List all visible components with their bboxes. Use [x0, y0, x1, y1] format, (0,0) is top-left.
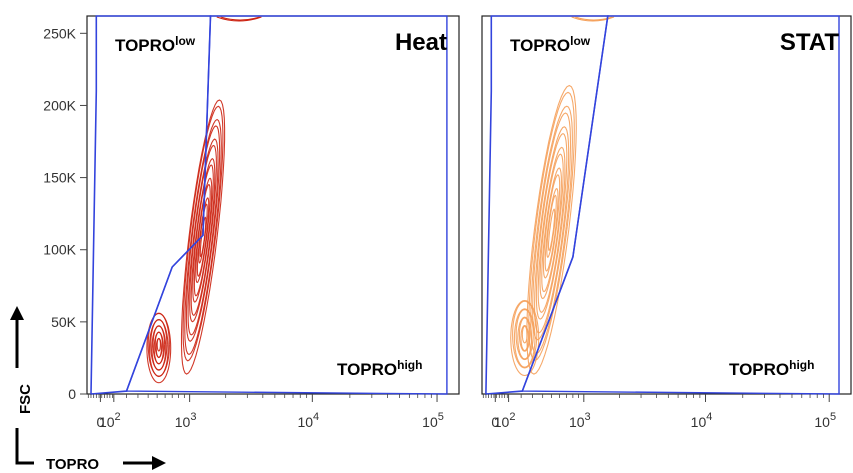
panel-title: STAT	[780, 29, 839, 56]
contour-line	[575, 16, 613, 21]
contour-line	[537, 146, 566, 313]
contour-line	[216, 16, 262, 22]
contour-line	[512, 300, 538, 369]
contour-line	[528, 91, 575, 361]
x-tick-label: 105	[814, 411, 836, 430]
contour-line	[521, 325, 528, 344]
gate-label-topro-high: TOPROhigh	[729, 358, 814, 379]
contour-line	[513, 308, 536, 368]
plot-frame	[86, 15, 460, 395]
gate-label-superscript: low	[570, 34, 591, 48]
gate-label-text: TOPRO	[729, 360, 789, 379]
gate-label-text: TOPRO	[510, 36, 570, 55]
gate-topro-high	[125, 15, 448, 395]
contour-line	[517, 316, 533, 360]
x-tick-label: 104	[297, 411, 319, 430]
x-tick-label: 105	[422, 411, 444, 430]
x-axis-arrow-head	[152, 456, 166, 470]
contour-plot	[510, 16, 615, 377]
contour-line	[526, 84, 577, 375]
contour-line	[190, 158, 216, 316]
contour-line	[192, 164, 214, 303]
gate-label-superscript: low	[175, 34, 196, 48]
gate-label-topro-low: TOPROlow	[510, 34, 591, 55]
contour-line	[520, 324, 530, 352]
contour-line	[193, 177, 213, 297]
contour-line	[546, 194, 557, 259]
x-axis-title-group: TOPRO	[15, 428, 166, 473]
y-tick-label: 50K	[51, 314, 77, 330]
y-tick-label: 0	[68, 386, 76, 402]
contour-line	[184, 118, 222, 356]
y-tick-label: 250K	[43, 25, 76, 41]
gate-label-text: TOPRO	[115, 36, 175, 55]
gate-label-superscript: high	[789, 358, 814, 372]
y-axis-title: FSC	[17, 384, 34, 414]
contour-line	[198, 203, 208, 264]
gate-label-topro-high: TOPROhigh	[337, 358, 422, 379]
x-tick-label: 102	[99, 411, 121, 430]
gate-label-superscript: high	[397, 358, 422, 372]
contour-line	[510, 299, 540, 377]
contour-line	[539, 153, 564, 300]
contour-line	[182, 105, 224, 362]
x-tick-label: 103	[569, 411, 591, 430]
x-tick-label: 0	[97, 414, 105, 430]
panel-title: Heat	[395, 29, 447, 56]
contour-line	[547, 208, 556, 252]
contour-line	[541, 167, 562, 293]
contour-line	[185, 125, 221, 342]
contour-line	[544, 187, 559, 272]
gate-label-text: TOPRO	[337, 360, 397, 379]
gates	[90, 15, 448, 395]
contour-line	[532, 112, 572, 341]
contour-line	[534, 126, 570, 334]
y-axis-arrow-head	[10, 306, 24, 320]
contour-line	[518, 317, 531, 352]
y-axis: 0 50K 100K 150K 200K 250K	[43, 25, 87, 402]
x-tick-label: 102	[494, 411, 516, 430]
contour-line	[189, 144, 217, 323]
contour-line	[187, 138, 219, 336]
x-tick-label: 0	[491, 414, 499, 430]
contour-line	[220, 16, 260, 21]
gate-topro-high	[521, 15, 840, 395]
contour-line	[535, 132, 568, 320]
gates	[485, 15, 840, 395]
x-axis-title: TOPRO	[46, 456, 99, 473]
x-tick-label: 103	[175, 411, 197, 430]
x-tick-label: 104	[691, 411, 713, 430]
gate-label-topro-low: TOPROlow	[115, 34, 196, 55]
contour-line	[195, 183, 211, 284]
contour-line	[530, 105, 573, 355]
contour-line	[180, 99, 226, 375]
y-axis-title-group: FSC	[10, 306, 34, 414]
contour-line	[542, 174, 561, 279]
contour-line	[156, 337, 161, 352]
y-tick-label: 200K	[43, 97, 76, 113]
y-tick-label: 150K	[43, 170, 76, 186]
contour-line	[571, 16, 615, 22]
y-tick-label: 100K	[43, 242, 76, 258]
contour-line	[515, 309, 534, 361]
